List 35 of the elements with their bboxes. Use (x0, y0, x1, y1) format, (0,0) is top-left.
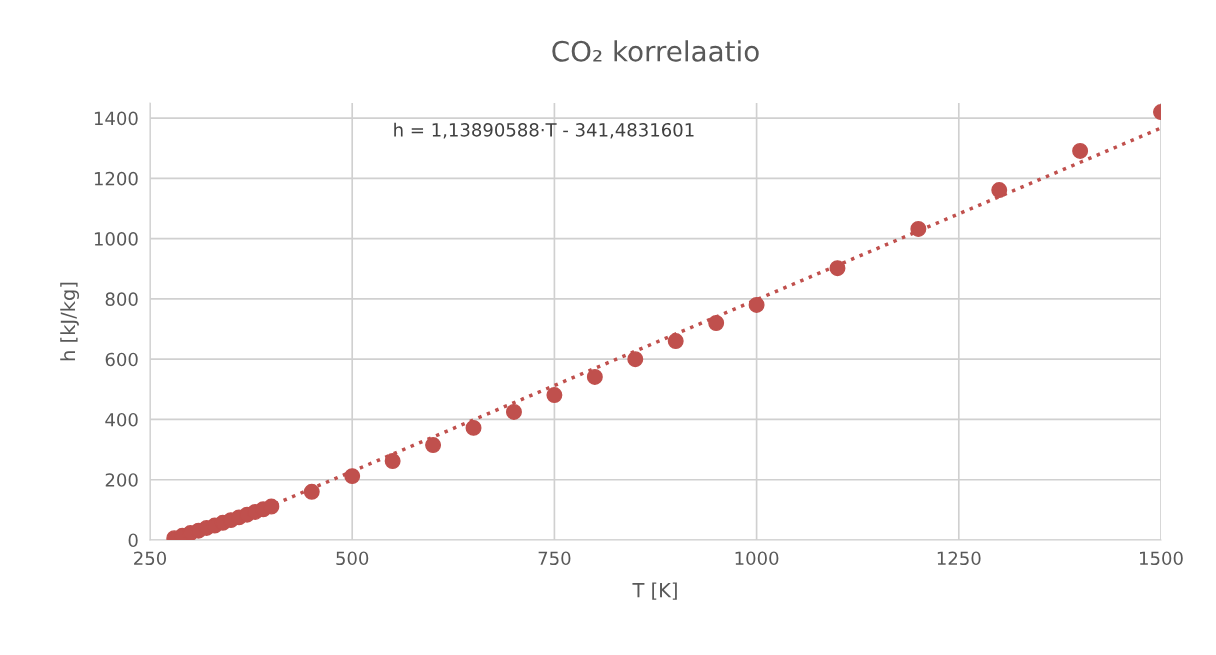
x-tick-label: 1000 (735, 551, 779, 566)
point (829, 260, 846, 277)
chart-title: CO₂ korrelaatio (552, 40, 759, 62)
y-tick-label: 1200 (94, 171, 138, 186)
point (627, 351, 644, 368)
point (546, 387, 563, 404)
point (465, 419, 482, 436)
y-tick-label: 800 (105, 292, 138, 307)
x-tick-label: 750 (538, 551, 571, 566)
point (263, 498, 280, 515)
point (991, 182, 1008, 199)
x-axis-title: T [K] (632, 582, 677, 600)
point (910, 220, 927, 237)
y-tick-label: 0 (128, 533, 138, 548)
y-tick-label: 1000 (94, 232, 138, 246)
y-tick-label: 1400 (94, 111, 138, 126)
annotation: h = 1,13890588·T - 341,4831601 (394, 122, 694, 139)
point (708, 315, 725, 331)
point (1072, 142, 1089, 159)
y-tick-label: 600 (105, 352, 138, 367)
point (748, 296, 765, 313)
x-tick-label: 1500 (1140, 551, 1183, 566)
point (384, 453, 401, 470)
y-tick-label: 400 (105, 412, 138, 427)
x-tick-label: 1250 (937, 551, 981, 566)
point (667, 333, 684, 350)
point (303, 483, 320, 500)
y-axis-title: h [kJ/kg] (60, 282, 80, 361)
x-tick-label: 500 (336, 551, 369, 566)
point (586, 368, 603, 385)
x-tick-label: 250 (134, 551, 167, 566)
y-tick-label: 200 (105, 473, 138, 487)
point (425, 437, 442, 454)
point (505, 403, 522, 420)
point (344, 468, 361, 485)
